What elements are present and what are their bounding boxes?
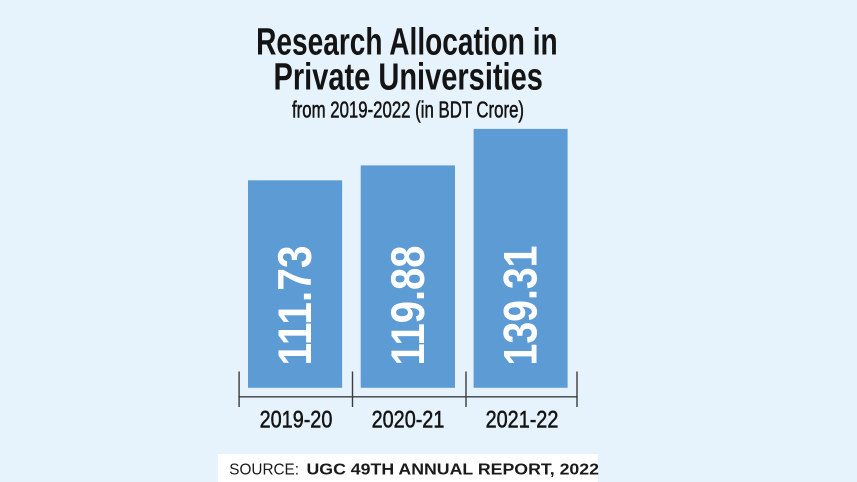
svg-text:111.73: 111.73 xyxy=(269,246,322,366)
svg-text:2021-22: 2021-22 xyxy=(486,407,559,434)
svg-text:Private Universities: Private Universities xyxy=(274,55,543,98)
svg-text:2019-20: 2019-20 xyxy=(260,407,333,434)
svg-text:SOURCE:: SOURCE: xyxy=(229,461,299,478)
svg-text:139.31: 139.31 xyxy=(495,246,548,366)
svg-text:Research Allocation in: Research Allocation in xyxy=(256,21,558,64)
svg-text:2020-21: 2020-21 xyxy=(372,407,445,434)
svg-text:from 2019-2022 (in BDT Crore): from 2019-2022 (in BDT Crore) xyxy=(292,97,524,123)
svg-text:UGC 49TH ANNUAL REPORT, 2022: UGC 49TH ANNUAL REPORT, 2022 xyxy=(307,461,600,478)
svg-text:119.88: 119.88 xyxy=(382,245,435,365)
